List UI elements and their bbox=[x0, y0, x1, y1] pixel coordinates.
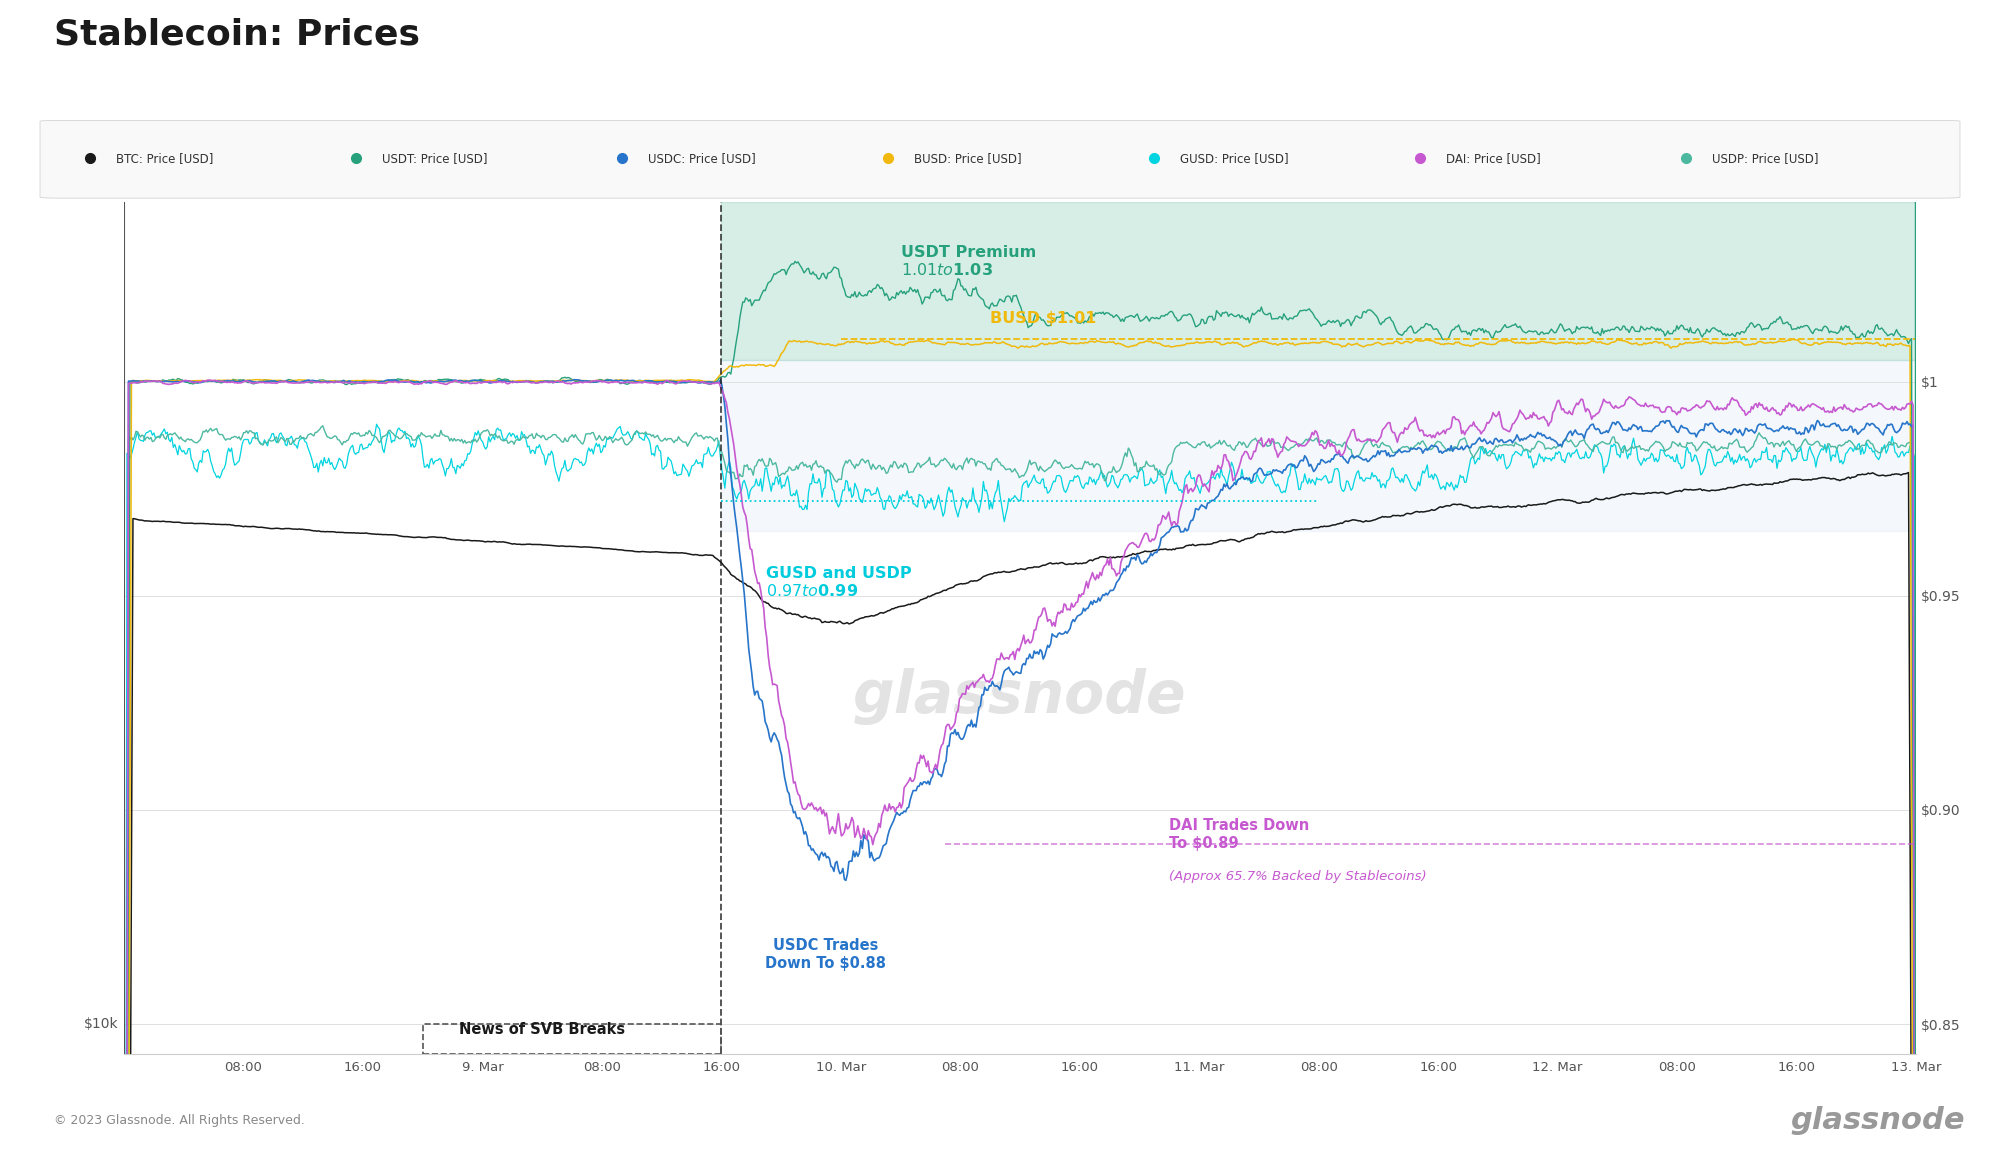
Text: USDC: Price [USD]: USDC: Price [USD] bbox=[648, 152, 756, 165]
Text: GUSD and USDP
$0.97 to $0.99: GUSD and USDP $0.97 to $0.99 bbox=[766, 566, 912, 599]
Bar bbox=[722, 361, 1916, 531]
Text: (Approx 65.7% Backed by Stablecoins): (Approx 65.7% Backed by Stablecoins) bbox=[1170, 870, 1426, 882]
Text: © 2023 Glassnode. All Rights Reserved.: © 2023 Glassnode. All Rights Reserved. bbox=[54, 1114, 304, 1127]
Text: glassnode: glassnode bbox=[854, 667, 1186, 725]
Text: $10k: $10k bbox=[84, 1017, 118, 1031]
Text: DAI Trades Down
To $0.89: DAI Trades Down To $0.89 bbox=[1170, 818, 1310, 851]
Text: glassnode: glassnode bbox=[1790, 1106, 1964, 1135]
Text: USDC Trades
Down To $0.88: USDC Trades Down To $0.88 bbox=[766, 939, 886, 971]
Text: DAI: Price [USD]: DAI: Price [USD] bbox=[1446, 152, 1540, 165]
Text: USDP: Price [USD]: USDP: Price [USD] bbox=[1712, 152, 1818, 165]
Text: News of SVB Breaks: News of SVB Breaks bbox=[460, 1022, 626, 1037]
Text: Stablecoin: Prices: Stablecoin: Prices bbox=[54, 17, 420, 52]
Text: USDT: Price [USD]: USDT: Price [USD] bbox=[382, 152, 488, 165]
Text: BUSD: Price [USD]: BUSD: Price [USD] bbox=[914, 152, 1022, 165]
Text: BUSD $1.01: BUSD $1.01 bbox=[990, 311, 1096, 326]
Bar bbox=[722, 202, 1916, 361]
FancyBboxPatch shape bbox=[40, 121, 1960, 198]
Text: BTC: Price [USD]: BTC: Price [USD] bbox=[116, 152, 214, 165]
Text: USDT Premium
$1.01 to $1.03: USDT Premium $1.01 to $1.03 bbox=[900, 244, 1036, 279]
Text: GUSD: Price [USD]: GUSD: Price [USD] bbox=[1180, 152, 1288, 165]
